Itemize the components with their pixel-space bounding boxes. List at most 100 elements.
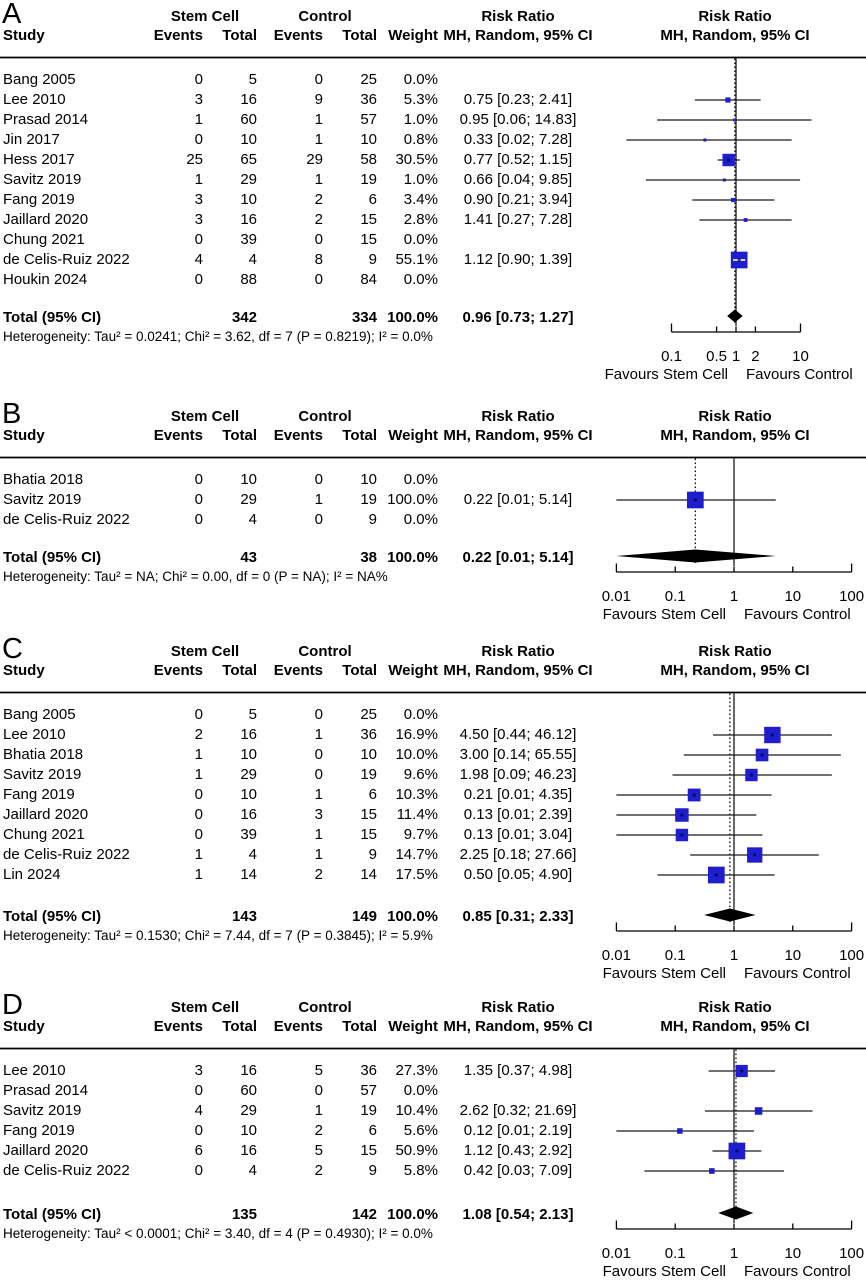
control-events: 1 bbox=[314, 726, 323, 743]
control-total: 19 bbox=[360, 171, 377, 188]
stemcell-events: 0 bbox=[194, 806, 203, 823]
study-name: Jaillard 2020 bbox=[3, 806, 89, 823]
study-name: Lin 2024 bbox=[3, 866, 61, 883]
stemcell-events: 1 bbox=[194, 766, 203, 783]
study-name: Prasad 2014 bbox=[3, 1082, 89, 1099]
control-total: 36 bbox=[360, 91, 377, 108]
stemcell-events: 2 bbox=[194, 726, 203, 743]
point-estimate-dot bbox=[760, 753, 764, 757]
stemcell-total: 39 bbox=[240, 231, 257, 248]
weight-value: 50.9% bbox=[395, 1142, 438, 1159]
column-group-control: Control bbox=[298, 643, 352, 660]
column-header-stemcell-events: Events bbox=[153, 662, 203, 679]
column-header-stemcell-total: Total bbox=[222, 662, 257, 679]
column-header-stemcell-events: Events bbox=[153, 427, 203, 444]
stemcell-total: 16 bbox=[240, 806, 257, 823]
axis-tick-label: 0.01 bbox=[602, 1245, 631, 1262]
rr-ci-text: 0.42 [0.03; 7.09] bbox=[463, 1162, 573, 1179]
pooled-diamond bbox=[718, 1206, 754, 1220]
stemcell-total: 10 bbox=[240, 191, 257, 208]
study-name: Jaillard 2020 bbox=[3, 1142, 89, 1159]
panel-label: C bbox=[2, 633, 23, 665]
stemcell-total: 60 bbox=[240, 111, 257, 128]
weight-value: 1.0% bbox=[403, 111, 438, 128]
column-header-mh-ci: MH, Random, 95% CI bbox=[443, 662, 593, 679]
weight-value: 0.0% bbox=[403, 471, 438, 488]
control-total: 9 bbox=[368, 846, 377, 863]
effect-square bbox=[764, 726, 781, 744]
control-total: 58 bbox=[360, 151, 377, 168]
column-header-control-events: Events bbox=[273, 1018, 323, 1035]
favours-right-label: Favours Control bbox=[744, 606, 851, 623]
control-events: 0 bbox=[314, 471, 323, 488]
axis-tick-label: 0.1 bbox=[665, 947, 686, 964]
stemcell-total: 10 bbox=[240, 786, 257, 803]
weight-value: 10.3% bbox=[395, 786, 438, 803]
panel-D: D Stem Cell Control Risk Ratio Risk Ratio Stu… bbox=[0, 991, 866, 1280]
stemcell-total: 29 bbox=[240, 491, 257, 508]
study-name: Bhatia 2018 bbox=[3, 471, 84, 488]
study-name: Lee 2010 bbox=[3, 726, 66, 743]
rr-ci-text: 0.22 [0.01; 5.14] bbox=[463, 491, 573, 508]
column-header-mh-ci: MH, Random, 95% CI bbox=[443, 1018, 593, 1035]
rr-ci-text: 0.12 [0.01; 2.19] bbox=[463, 1122, 573, 1139]
study-name: Savitz 2019 bbox=[3, 491, 82, 508]
panel-label: D bbox=[2, 989, 23, 1021]
weight-value: 10.4% bbox=[395, 1102, 438, 1119]
effect-square bbox=[722, 178, 726, 182]
axis-tick-label: 100 bbox=[839, 947, 864, 964]
stemcell-total: 16 bbox=[240, 211, 257, 228]
stemcell-total: 29 bbox=[240, 1102, 257, 1119]
control-total: 15 bbox=[360, 231, 377, 248]
control-events: 1 bbox=[314, 786, 323, 803]
axis-tick-label: 1 bbox=[732, 348, 740, 365]
panel-B: B Stem Cell Control Risk Ratio Risk Ratio Stu… bbox=[0, 400, 866, 635]
control-total: 36 bbox=[360, 1062, 377, 1079]
control-events: 0 bbox=[314, 1082, 323, 1099]
rr-ci-text: 1.41 [0.27; 7.28] bbox=[463, 211, 573, 228]
study-name: Lee 2010 bbox=[3, 91, 66, 108]
weight-value: 10.0% bbox=[395, 746, 438, 763]
stemcell-events: 0 bbox=[194, 491, 203, 508]
stemcell-total: 88 bbox=[240, 271, 257, 288]
control-total: 10 bbox=[360, 471, 377, 488]
control-events: 5 bbox=[314, 1142, 323, 1159]
rr-ci-text: 0.21 [0.01; 4.35] bbox=[463, 786, 573, 803]
control-total: 19 bbox=[360, 491, 377, 508]
study-name: Houkin 2024 bbox=[3, 271, 88, 288]
weight-value: 30.5% bbox=[395, 151, 438, 168]
point-estimate-dot bbox=[692, 793, 696, 797]
control-events: 1 bbox=[314, 491, 323, 508]
plot-subtitle-mh-ci: MH, Random, 95% CI bbox=[660, 27, 810, 44]
favours-left-label: Favours Stem Cell bbox=[603, 965, 726, 982]
study-name: de Celis-Ruiz 2022 bbox=[3, 846, 130, 863]
axis-tick-label: 0.1 bbox=[665, 588, 686, 605]
control-total: 25 bbox=[360, 71, 377, 88]
effect-square bbox=[745, 768, 758, 782]
axis-tick-label: 100 bbox=[839, 588, 864, 605]
column-header-stemcell-total: Total bbox=[222, 1018, 257, 1035]
control-total: 6 bbox=[368, 191, 377, 208]
stemcell-events: 0 bbox=[194, 1162, 203, 1179]
point-estimate-dot bbox=[680, 833, 684, 837]
total-rr-ci-text: 0.22 [0.01; 5.14] bbox=[462, 549, 574, 566]
control-total: 6 bbox=[368, 1122, 377, 1139]
axis-tick-label: 2 bbox=[751, 348, 759, 365]
control-events: 1 bbox=[314, 846, 323, 863]
effect-square bbox=[730, 197, 736, 203]
panel-label: B bbox=[2, 398, 22, 430]
stemcell-events: 3 bbox=[194, 191, 203, 208]
stemcell-total: 10 bbox=[240, 471, 257, 488]
favours-right-label: Favours Control bbox=[744, 1263, 851, 1280]
stemcell-total: 5 bbox=[248, 71, 257, 88]
column-group-riskratio: Risk Ratio bbox=[481, 999, 555, 1016]
column-header-stemcell-events: Events bbox=[153, 27, 203, 44]
axis-tick-label: 1 bbox=[730, 1245, 738, 1262]
study-name: Bang 2005 bbox=[3, 706, 76, 723]
total-row-label: Total (95% CI) bbox=[3, 549, 102, 566]
control-total: 84 bbox=[360, 271, 377, 288]
axis-tick-label: 10 bbox=[792, 348, 809, 365]
control-total: 57 bbox=[360, 111, 377, 128]
control-total: 10 bbox=[360, 131, 377, 148]
effect-square bbox=[755, 748, 769, 762]
